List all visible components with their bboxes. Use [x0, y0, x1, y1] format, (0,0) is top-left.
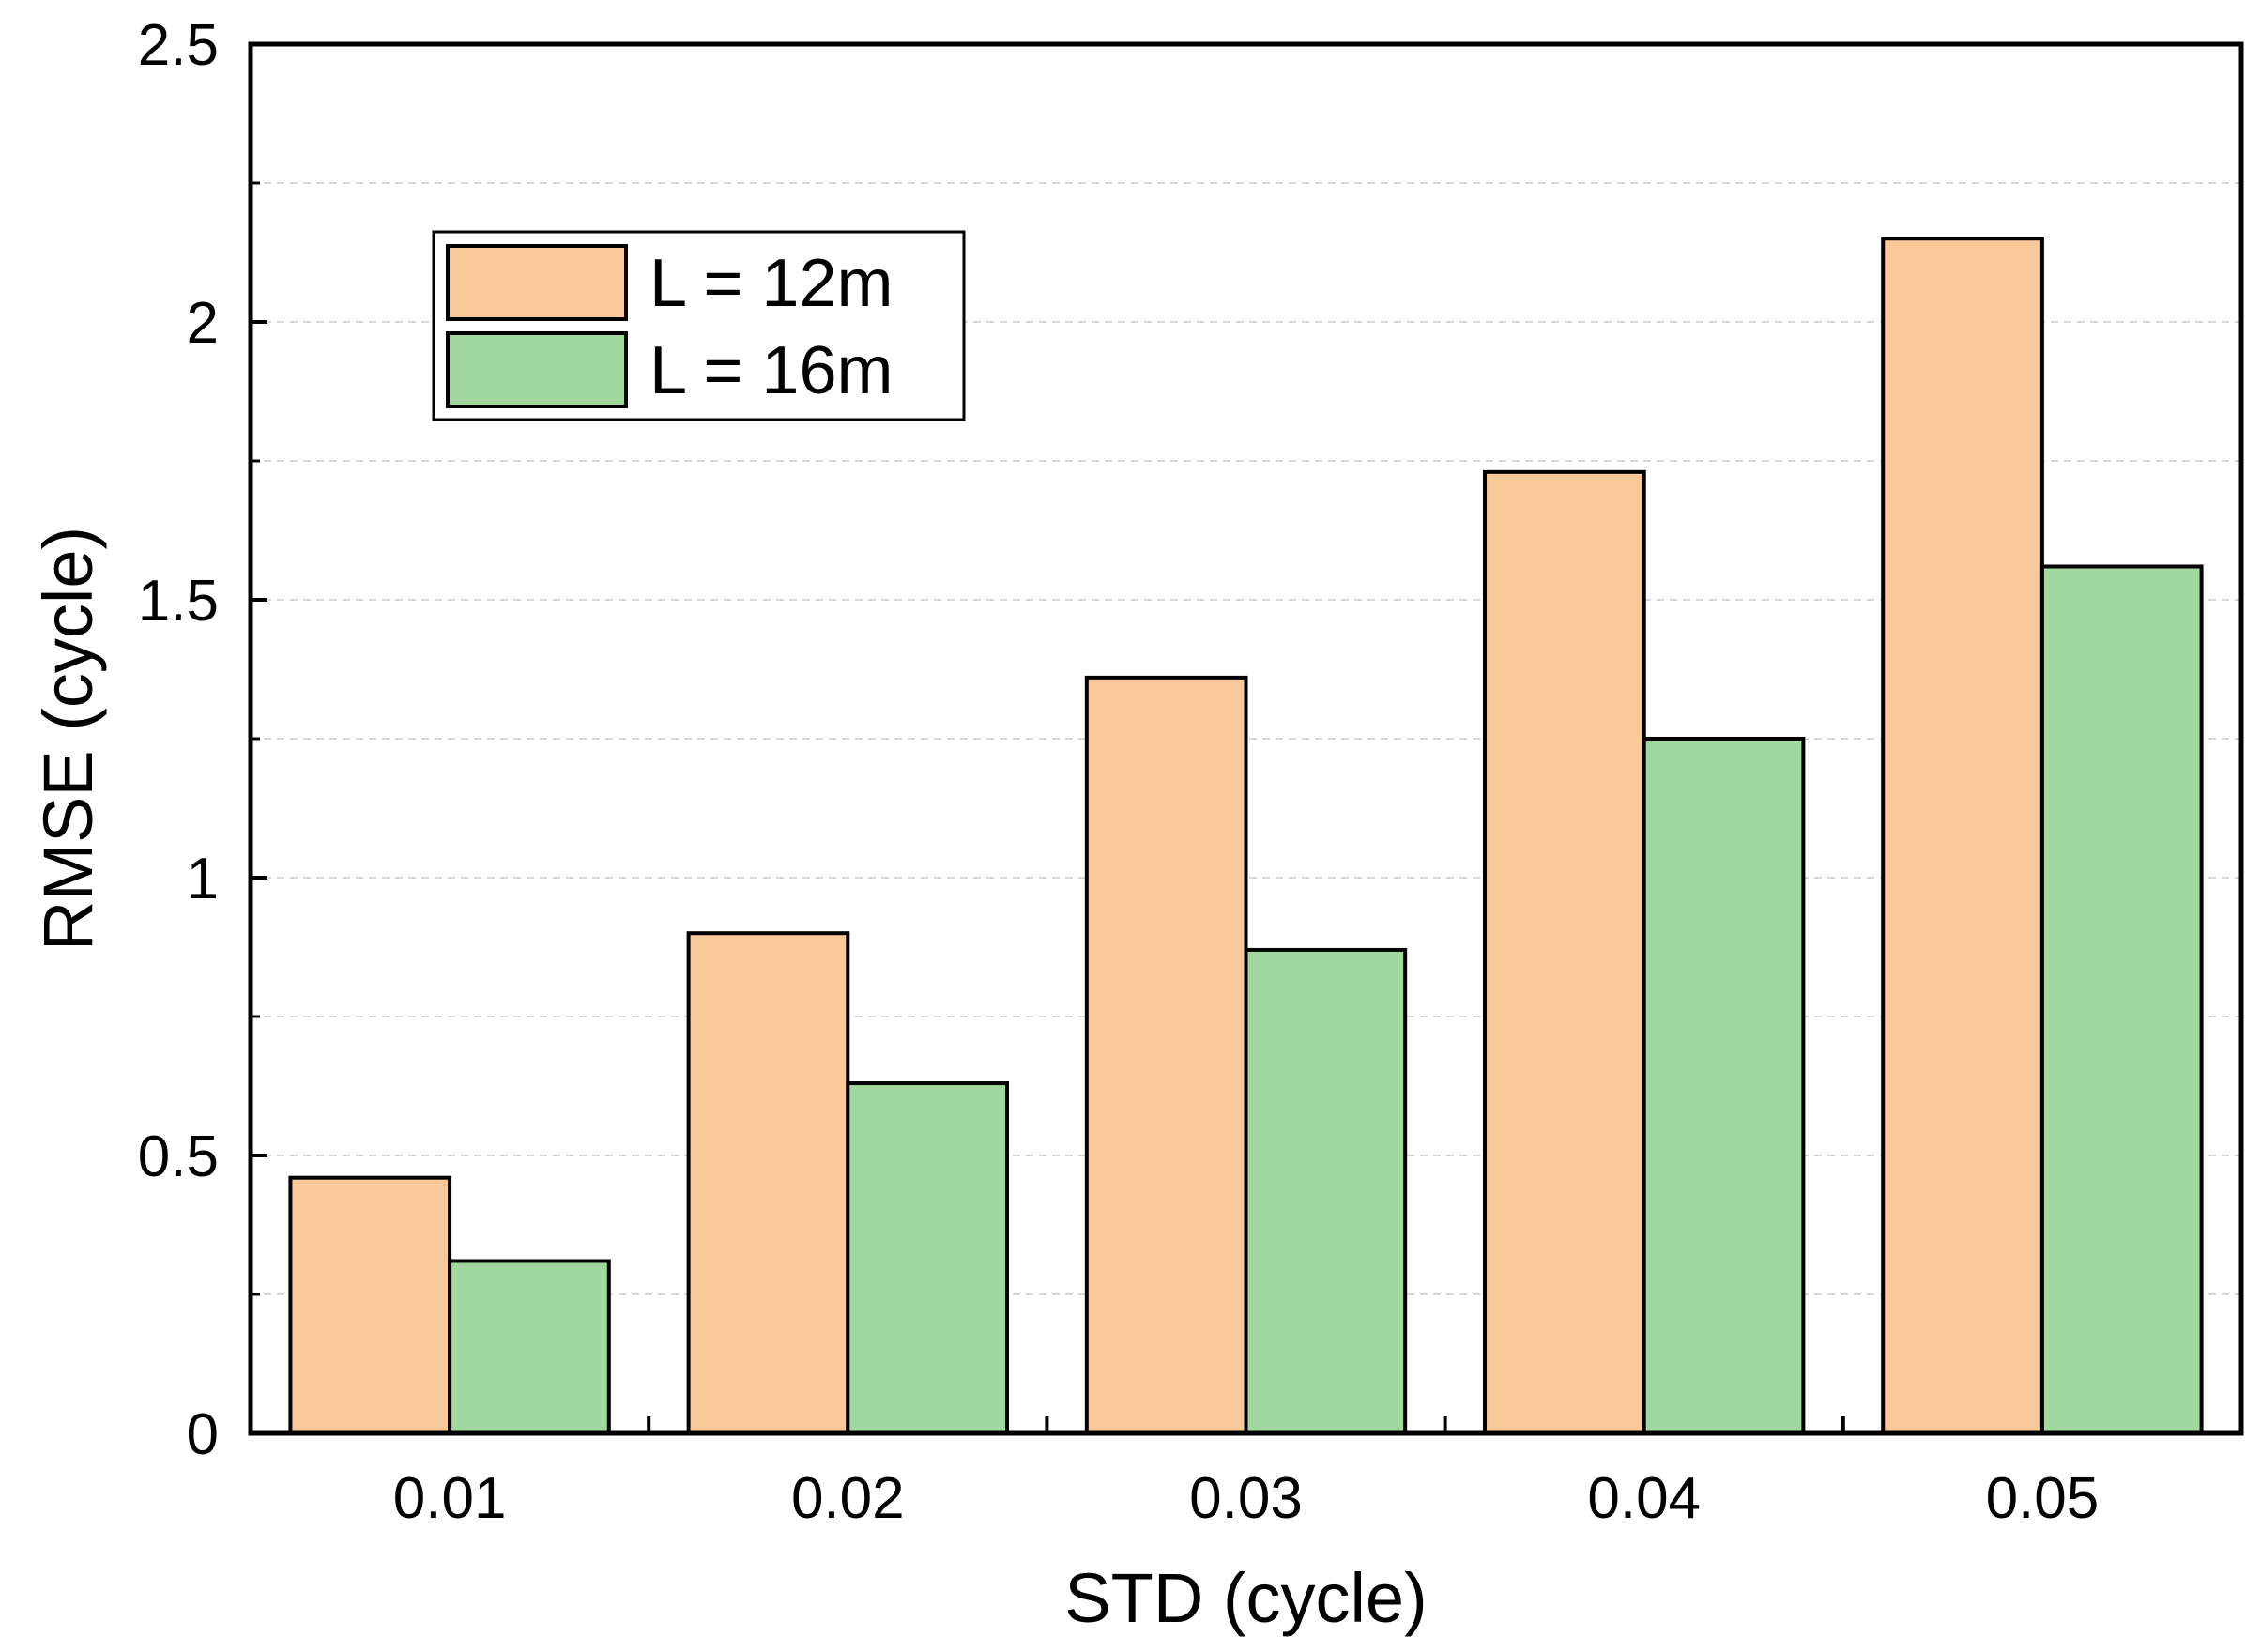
- x-tick-label: 0.01: [393, 1466, 507, 1531]
- legend: L = 12m L = 16m: [432, 230, 966, 421]
- bar-l12m-0.03: [1084, 675, 1248, 1435]
- bar-l12m-0.04: [1483, 469, 1646, 1436]
- y-tick-label: 0: [187, 1402, 219, 1467]
- x-tick-label: 0.03: [1189, 1466, 1303, 1531]
- bar-l16m-0.01: [448, 1259, 611, 1435]
- x-axis-title: STD (cycle): [1064, 1559, 1427, 1637]
- y-tick-label: 1.5: [138, 569, 219, 634]
- bar-l12m-0.02: [686, 931, 850, 1435]
- y-axis-title: RMSE (cycle): [29, 527, 107, 951]
- legend-swatch-l16: [446, 331, 628, 408]
- bar-l16m-0.05: [2039, 564, 2204, 1435]
- bars: [288, 237, 2204, 1436]
- x-tick-label: 0.04: [1587, 1466, 1701, 1531]
- y-tick-label: 2: [187, 291, 219, 356]
- x-tick-label: 0.05: [1986, 1466, 2100, 1531]
- y-tick-label: 2.5: [138, 13, 219, 78]
- x-tick-label: 0.02: [791, 1466, 905, 1531]
- y-tick-labels: 0 0.5 1 1.5 2 2.5: [138, 13, 219, 1467]
- bar-l16m-0.03: [1244, 947, 1408, 1435]
- bar-l16m-0.04: [1642, 737, 1806, 1435]
- y-tick-label: 1: [187, 847, 219, 911]
- x-tick-labels: 0.01 0.02 0.03 0.04 0.05: [393, 1466, 2099, 1531]
- bar-l12m-0.01: [288, 1175, 452, 1436]
- y-tick-label: 0.5: [138, 1124, 219, 1189]
- legend-label-l16: L = 16m: [649, 333, 894, 408]
- legend-swatch-l12: [446, 244, 628, 321]
- axis-ticks: [251, 42, 1845, 1435]
- bar-l16m-0.02: [846, 1081, 1009, 1436]
- legend-label-l12: L = 12m: [649, 246, 894, 321]
- bar-l12m-0.05: [1881, 237, 2044, 1436]
